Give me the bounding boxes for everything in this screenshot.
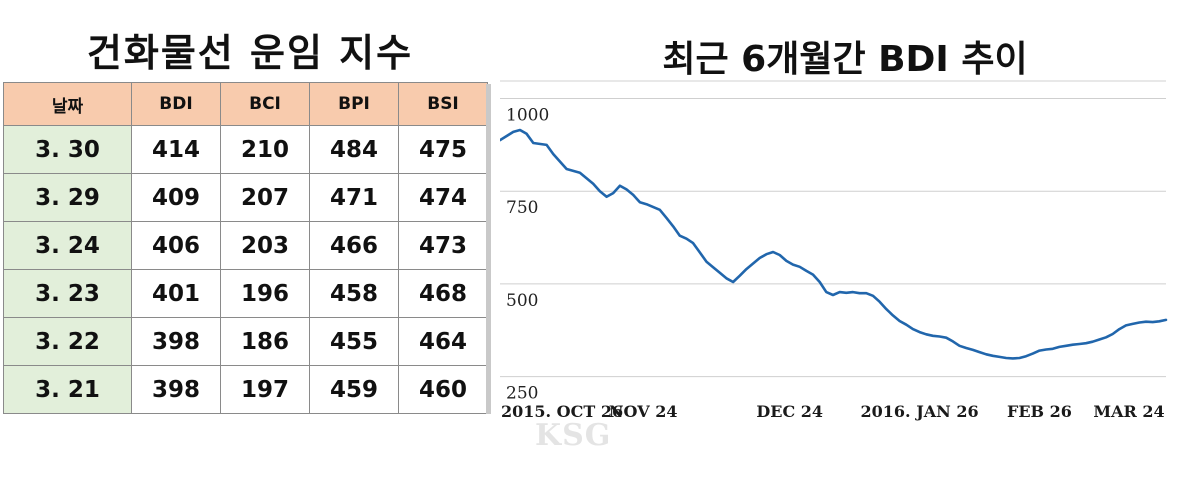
cell-bdi: 406 (131, 221, 221, 270)
x-tick-label: NOV 24 (609, 402, 678, 421)
cell-bdi: 409 (131, 173, 221, 222)
cell-bpi: 459 (309, 365, 399, 414)
cell-bci: 203 (220, 221, 310, 270)
cell-bci: 210 (220, 125, 310, 174)
cell-date: 3. 23 (3, 269, 132, 318)
cell-bpi: 466 (309, 221, 399, 270)
cell-date: 3. 22 (3, 317, 132, 366)
cell-date: 3. 21 (3, 365, 132, 414)
table-shadow (486, 84, 491, 414)
table-row: 3. 30 414 210 484 475 (3, 125, 488, 174)
x-tick-label: FEB 26 (1007, 402, 1072, 421)
cell-bci: 186 (220, 317, 310, 366)
table-title: 건화물선 운임 지수 (86, 31, 414, 75)
header-bdi: BDI (131, 82, 221, 126)
x-tick-label: 2015. OCT 26 (501, 402, 623, 421)
ksg-watermark: KSG (535, 418, 612, 453)
y-tick-label: 750 (506, 198, 538, 218)
cell-bpi: 455 (309, 317, 399, 366)
cell-bsi: 464 (398, 317, 488, 366)
cell-bpi: 484 (309, 125, 399, 174)
table-row: 3. 24 406 203 466 473 (3, 221, 488, 270)
cell-bdi: 398 (131, 365, 221, 414)
bdi-series-line (500, 128, 1168, 360)
header-bci: BCI (220, 82, 310, 126)
header-date: 날짜 (3, 82, 132, 126)
table-header-row: 날짜 BDI BCI BPI BSI (3, 82, 488, 126)
table-row: 3. 22 398 186 455 464 (3, 317, 488, 366)
freight-index-table: 날짜 BDI BCI BPI BSI 3. 30 414 210 484 475… (3, 82, 488, 414)
cell-bci: 197 (220, 365, 310, 414)
table-row: 3. 29 409 207 471 474 (3, 173, 488, 222)
cell-bsi: 460 (398, 365, 488, 414)
cell-bci: 207 (220, 173, 310, 222)
table-row: 3. 23 401 196 458 468 (3, 269, 488, 318)
y-tick-label: 500 (506, 291, 538, 311)
header-bsi: BSI (398, 82, 488, 126)
cell-date: 3. 30 (3, 125, 132, 174)
cell-bsi: 468 (398, 269, 488, 318)
x-tick-label: 2016. JAN 26 (861, 402, 979, 421)
cell-bpi: 458 (309, 269, 399, 318)
cell-bdi: 401 (131, 269, 221, 318)
chart-title: 최근 6개월간 BDI 추이 (662, 39, 1028, 80)
cell-bci: 196 (220, 269, 310, 318)
cell-bsi: 475 (398, 125, 488, 174)
cell-bsi: 474 (398, 173, 488, 222)
cell-bdi: 414 (131, 125, 221, 174)
header-bpi: BPI (309, 82, 399, 126)
cell-date: 3. 29 (3, 173, 132, 222)
cell-date: 3. 24 (3, 221, 132, 270)
x-tick-label: DEC 24 (756, 402, 823, 421)
table-row: 3. 21 398 197 459 460 (3, 365, 488, 414)
x-tick-label: MAR 24 (1093, 402, 1164, 421)
cell-bdi: 398 (131, 317, 221, 366)
cell-bsi: 473 (398, 221, 488, 270)
y-tick-label: 1000 (506, 106, 549, 126)
y-tick-label: 250 (506, 384, 538, 404)
cell-bpi: 471 (309, 173, 399, 222)
